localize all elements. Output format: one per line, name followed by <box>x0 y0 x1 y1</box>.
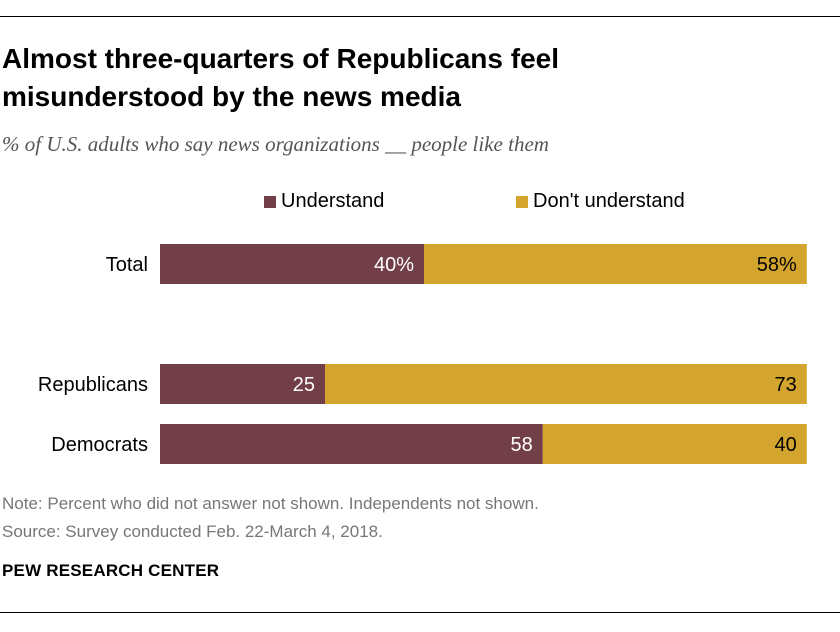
bar-understand-democrats <box>160 424 543 464</box>
legend-item-understand: Understand <box>264 190 384 213</box>
data-label-understand-republicans: 25 <box>293 374 315 396</box>
publisher-footer: PEW RESEARCH CENTER <box>2 561 220 580</box>
bar-understand-republicans <box>160 364 325 404</box>
data-label-don-t-understand-total: 58% <box>757 254 797 276</box>
top-rule <box>0 16 840 17</box>
chart-source: Source: Survey conducted Feb. 22-March 4… <box>2 522 383 541</box>
legend-swatch-understand <box>264 195 276 208</box>
bar-don-t-understand-republicans <box>325 364 807 404</box>
data-label-understand-total: 40% <box>374 254 414 276</box>
bar-don-t-understand-total <box>424 244 807 284</box>
category-label-democrats: Democrats <box>51 434 148 456</box>
category-label-republicans: Republicans <box>38 374 148 396</box>
data-label-understand-democrats: 58 <box>511 434 533 456</box>
data-label-don-t-understand-republicans: 73 <box>775 374 797 396</box>
category-label-total: Total <box>106 254 148 276</box>
legend-label-understand: Understand <box>281 190 385 212</box>
legend-item-dont-understand: Don't understand <box>516 190 685 213</box>
bottom-rule <box>0 612 840 613</box>
legend: Understand Don't understand <box>0 190 840 220</box>
legend-label-dont-understand: Don't understand <box>533 190 685 212</box>
bar-understand-total <box>160 244 424 284</box>
chart-note: Note: Percent who did not answer not sho… <box>2 494 539 513</box>
chart-subtitle: % of U.S. adults who say news organizati… <box>2 132 549 156</box>
chart-title: Almost three-quarters of Republicans fee… <box>2 43 560 112</box>
legend-swatch-dont-understand <box>516 195 528 208</box>
data-label-don-t-understand-democrats: 40 <box>775 434 797 456</box>
bar-don-t-understand-democrats <box>542 424 807 464</box>
